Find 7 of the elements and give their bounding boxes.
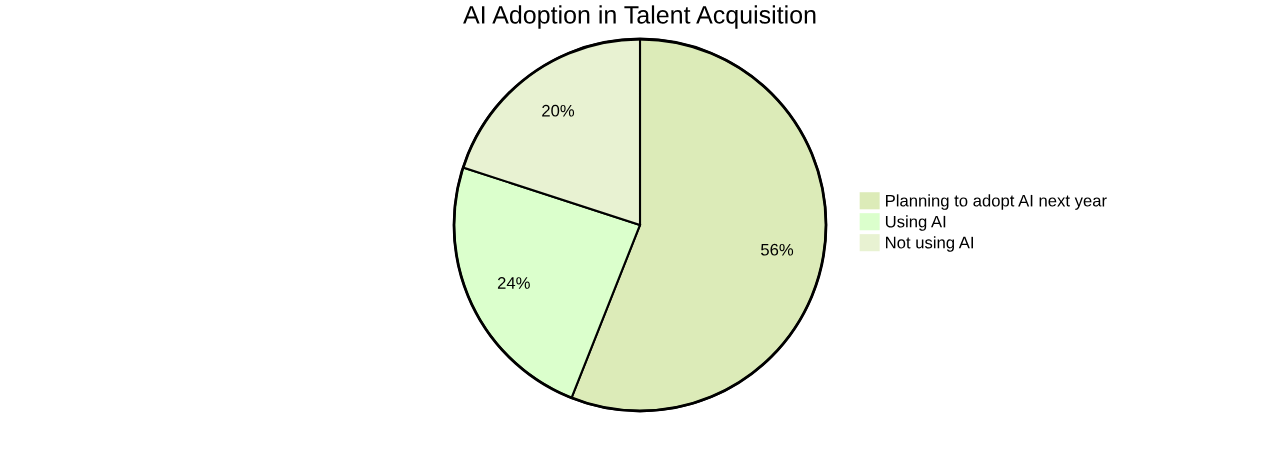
legend-label: Not using AI [886, 236, 973, 252]
legend-label: Using AI [885, 215, 946, 231]
data-label: 24% [497, 277, 530, 289]
chart-title: AI Adoption in Talent Acquisition [463, 5, 816, 29]
data-label: 20% [542, 104, 575, 117]
legend-label: Planning to adopt AI next year [886, 194, 1107, 210]
data-label: 56% [761, 243, 794, 256]
